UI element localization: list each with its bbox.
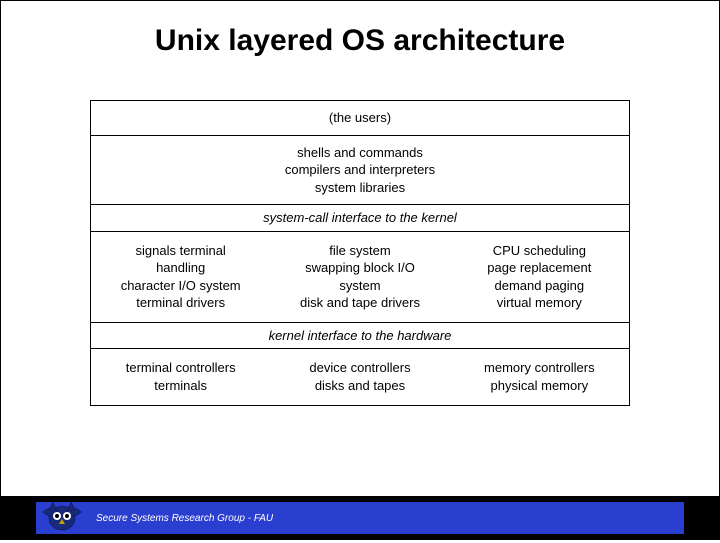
hw-device-l2: disks and tapes (276, 377, 443, 395)
kernel-hw-interface-text: kernel interface to the hardware (269, 328, 452, 343)
kernel-col-terminal: signals terminal handling character I/O … (91, 232, 270, 322)
layer-shells-line2: compilers and interpreters (95, 161, 625, 179)
hw-terminal-l2: terminals (97, 377, 264, 395)
hw-terminal-l1: terminal controllers (97, 359, 264, 377)
kernel-terminal-l3: character I/O system (97, 277, 264, 295)
hw-memory-l1: memory controllers (456, 359, 623, 377)
kernel-cpu-l2: page replacement (456, 259, 623, 277)
kernel-terminal-l1: signals terminal (97, 242, 264, 260)
hw-device-l1: device controllers (276, 359, 443, 377)
kernel-fs-l1: file system (276, 242, 443, 260)
syscall-interface-text: system-call interface to the kernel (263, 210, 457, 225)
footer-inner: Secure Systems Research Group - FAU (36, 502, 684, 534)
layer-shells-line1: shells and commands (95, 144, 625, 162)
hw-col-terminal: terminal controllers terminals (91, 349, 270, 404)
kernel-terminal-l2: handling (97, 259, 264, 277)
slide-title: Unix layered OS architecture (0, 24, 720, 58)
kernel-fs-l3: system (276, 277, 443, 295)
owl-logo-icon (38, 498, 86, 538)
architecture-diagram: (the users) shells and commands compiler… (90, 100, 630, 406)
footer-bar: Secure Systems Research Group - FAU (0, 496, 720, 540)
layer-hardware: terminal controllers terminals device co… (91, 349, 629, 404)
kernel-fs-l4: disk and tape drivers (276, 294, 443, 312)
layer-users: (the users) (91, 101, 629, 136)
layer-syscall-interface: system-call interface to the kernel (91, 205, 629, 232)
hw-col-memory: memory controllers physical memory (450, 349, 629, 404)
kernel-cpu-l1: CPU scheduling (456, 242, 623, 260)
footer-text: Secure Systems Research Group - FAU (96, 513, 273, 524)
kernel-col-cpu: CPU scheduling page replacement demand p… (450, 232, 629, 322)
layer-kernel-hw-interface: kernel interface to the hardware (91, 323, 629, 350)
layer-kernel: signals terminal handling character I/O … (91, 232, 629, 323)
kernel-cpu-l3: demand paging (456, 277, 623, 295)
hw-memory-l2: physical memory (456, 377, 623, 395)
layer-users-text: (the users) (329, 110, 391, 125)
kernel-cpu-l4: virtual memory (456, 294, 623, 312)
layer-shells-line3: system libraries (95, 179, 625, 197)
layer-shells: shells and commands compilers and interp… (91, 136, 629, 206)
kernel-terminal-l4: terminal drivers (97, 294, 264, 312)
hw-col-device: device controllers disks and tapes (270, 349, 449, 404)
kernel-col-filesystem: file system swapping block I/O system di… (270, 232, 449, 322)
kernel-fs-l2: swapping block I/O (276, 259, 443, 277)
